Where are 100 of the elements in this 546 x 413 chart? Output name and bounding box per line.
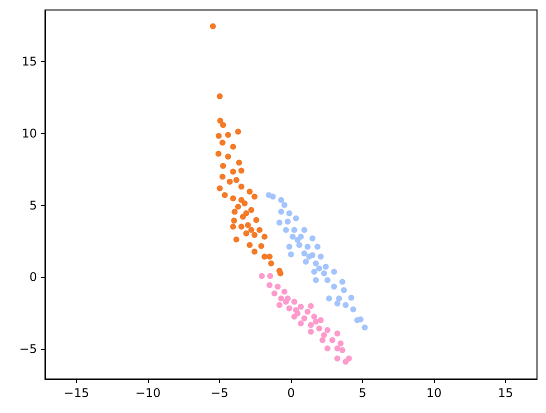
point (225, 154, 232, 160)
point (339, 347, 346, 354)
point (362, 324, 368, 330)
point (291, 298, 298, 305)
point (252, 194, 258, 200)
point (331, 268, 338, 275)
point (226, 178, 233, 185)
y-tick-label: 0 (29, 270, 37, 284)
point (350, 306, 356, 312)
point (258, 273, 265, 280)
point (244, 222, 251, 228)
point (230, 224, 236, 230)
point (276, 220, 282, 226)
point (298, 304, 304, 310)
point (276, 302, 282, 308)
point (283, 226, 289, 233)
point (291, 226, 298, 233)
y-tick-label: 15 (22, 54, 37, 69)
point (319, 337, 326, 344)
point (243, 210, 250, 216)
point (293, 307, 300, 314)
point (252, 248, 258, 255)
x-tick-label: 10 (426, 386, 442, 400)
point (304, 244, 311, 250)
point (321, 332, 328, 338)
point (278, 208, 284, 215)
point (334, 300, 340, 306)
x-tick-label: −15 (64, 386, 90, 400)
point (334, 330, 340, 336)
point (233, 177, 240, 183)
point (220, 122, 226, 128)
point (230, 195, 236, 202)
point (302, 258, 309, 265)
x-tick-label: −5 (210, 386, 228, 400)
point (217, 118, 224, 124)
point (284, 218, 291, 225)
point (294, 237, 301, 244)
point (232, 208, 238, 215)
x-tick-label: 0 (287, 386, 295, 400)
point (312, 277, 319, 284)
point (230, 168, 236, 175)
point (286, 244, 292, 250)
point (331, 284, 338, 290)
point (286, 210, 292, 216)
point (270, 194, 276, 200)
point (334, 355, 340, 362)
point (288, 251, 294, 258)
point (278, 196, 284, 203)
point (318, 254, 324, 260)
y-tick-label: 10 (22, 126, 37, 140)
point (252, 232, 258, 238)
point (222, 192, 228, 198)
point (238, 224, 244, 230)
point (220, 140, 226, 146)
x-tick-label: −10 (135, 386, 161, 400)
point (301, 315, 308, 322)
point (266, 254, 273, 260)
point (283, 298, 289, 305)
point (304, 308, 311, 315)
point (311, 314, 318, 320)
point (301, 250, 308, 256)
point (311, 268, 318, 275)
point (230, 144, 236, 150)
point (324, 345, 330, 352)
point (210, 23, 216, 30)
point (312, 260, 319, 266)
point (225, 132, 232, 138)
point (334, 345, 340, 352)
point (290, 234, 296, 240)
point (235, 128, 242, 135)
point (358, 316, 364, 322)
point (342, 302, 349, 308)
point (301, 226, 308, 233)
point (220, 162, 226, 169)
point (267, 273, 274, 280)
point (256, 226, 263, 233)
point (316, 325, 322, 332)
point (243, 230, 250, 236)
point (306, 254, 312, 260)
point (216, 93, 223, 100)
point (312, 318, 319, 325)
point (336, 295, 342, 302)
point (271, 290, 278, 296)
point (268, 260, 274, 266)
point (246, 242, 253, 248)
y-tick-label: 5 (29, 198, 37, 212)
point (308, 303, 314, 310)
point (278, 295, 284, 302)
point (340, 287, 347, 294)
point (262, 234, 268, 240)
point (274, 284, 281, 290)
point (329, 337, 336, 344)
point (348, 294, 354, 301)
point (309, 235, 316, 242)
point (314, 244, 320, 250)
point (293, 215, 300, 222)
point (258, 243, 264, 250)
point (318, 317, 324, 324)
point (238, 196, 244, 203)
point (248, 207, 254, 214)
